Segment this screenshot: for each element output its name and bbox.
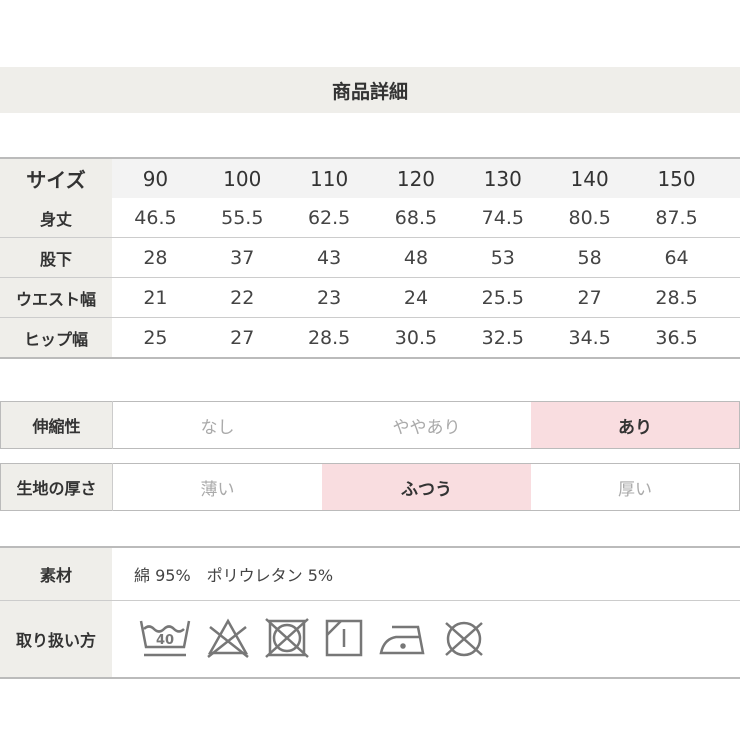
wash-temp: 40 bbox=[156, 633, 174, 648]
thickness-table: 生地の厚さ 薄い ふつう 厚い bbox=[0, 463, 740, 511]
size-cell: 23 bbox=[285, 277, 373, 318]
no-tumble-dry-icon bbox=[265, 618, 309, 658]
care-label: 取り扱い方 bbox=[0, 600, 112, 678]
size-cell: 27 bbox=[230, 326, 255, 349]
thickness-option: 厚い bbox=[618, 479, 652, 500]
size-cell: 27 bbox=[546, 277, 634, 318]
size-cell: 120 bbox=[372, 158, 460, 198]
stretch-option: なし bbox=[200, 417, 235, 438]
size-cell: 74.5 bbox=[459, 198, 547, 238]
size-row: ウエスト幅 21 22 23 24 25.5 27 28.5 bbox=[0, 277, 740, 318]
spacer bbox=[720, 318, 740, 359]
size-cell: 62.5 bbox=[285, 198, 373, 238]
size-cell: 110 bbox=[285, 158, 373, 198]
wash-40-icon: 40 bbox=[139, 620, 191, 657]
size-cell: 87.5 bbox=[633, 198, 720, 238]
stretch-option: ややあり bbox=[392, 417, 461, 438]
size-table: サイズ 90 100 110 120 130 140 150 身丈 46.5 55.… bbox=[0, 157, 740, 359]
row-label: ヒップ幅 bbox=[0, 317, 112, 358]
material-value: 綿 95% ポリウレタン 5% bbox=[112, 547, 740, 601]
care-icons: 40 bbox=[112, 617, 740, 661]
size-cell: 58 bbox=[546, 237, 634, 278]
thickness-option-selected: ふつう bbox=[322, 463, 531, 511]
spacer bbox=[720, 158, 740, 198]
stretch-label: 伸縮性 bbox=[0, 401, 113, 449]
size-cell: 36.5 bbox=[655, 326, 698, 349]
iron-low-icon bbox=[379, 625, 425, 655]
size-row: ヒップ幅 25 27 28.5 30.5 32.5 34.5 36.5 bbox=[0, 317, 740, 359]
thickness-option: 薄い bbox=[200, 479, 235, 500]
size-cell: 24 bbox=[372, 277, 460, 318]
size-cell: 28 bbox=[112, 237, 199, 278]
no-dry-clean-icon bbox=[445, 621, 483, 657]
row-label: ウエスト幅 bbox=[0, 277, 112, 318]
no-bleach-icon bbox=[207, 618, 249, 658]
size-cell: 43 bbox=[285, 237, 373, 278]
size-header-row: サイズ 90 100 110 120 130 140 150 bbox=[0, 158, 740, 198]
size-cell: 130 bbox=[459, 158, 547, 198]
size-cell: 46.5 bbox=[112, 198, 199, 238]
size-cell: 25 bbox=[143, 326, 168, 349]
size-cell: 90 bbox=[112, 158, 199, 198]
size-cell: 34.5 bbox=[568, 326, 611, 349]
size-cell: 68.5 bbox=[372, 198, 460, 238]
size-cell: 28.5 bbox=[633, 277, 720, 318]
size-cell: 21 bbox=[112, 277, 199, 318]
size-row: 身丈 46.5 55.5 62.5 68.5 74.5 80.5 87.5 bbox=[0, 198, 740, 238]
size-cell: 140 bbox=[546, 158, 634, 198]
size-cell: 80.5 bbox=[546, 198, 634, 238]
size-cell: 25.5 bbox=[459, 277, 547, 318]
size-cell: 55.5 bbox=[198, 198, 286, 238]
material-care-table: 素材 綿 95% ポリウレタン 5% 取り扱い方 40 bbox=[0, 546, 740, 679]
size-cell: 100 bbox=[198, 158, 286, 198]
size-cell: 37 bbox=[198, 237, 286, 278]
spacer bbox=[720, 237, 740, 278]
stretch-option-selected: あり bbox=[531, 401, 740, 449]
size-row: 股下 28 37 43 48 53 58 64 bbox=[0, 237, 740, 278]
size-cell: 48 bbox=[372, 237, 460, 278]
stretch-table: 伸縮性 なし ややあり あり bbox=[0, 401, 740, 449]
row-label: 身丈 bbox=[0, 198, 112, 238]
size-cell: 30.5 bbox=[394, 326, 438, 349]
size-cell: 64 bbox=[633, 237, 720, 278]
row-label: 股下 bbox=[0, 237, 112, 278]
size-cell: 53 bbox=[459, 237, 547, 278]
size-cell: 32.5 bbox=[481, 326, 524, 349]
drip-dry-shade-icon bbox=[325, 619, 363, 657]
spacer bbox=[720, 198, 740, 238]
page-title: 商品詳細 bbox=[0, 67, 740, 113]
spacer bbox=[720, 277, 740, 318]
size-cell: 22 bbox=[198, 277, 286, 318]
thickness-label: 生地の厚さ bbox=[0, 463, 113, 511]
size-cell: 28.5 bbox=[307, 326, 351, 349]
row-label: サイズ bbox=[0, 158, 112, 198]
size-cell: 150 bbox=[633, 158, 720, 198]
material-label: 素材 bbox=[0, 547, 112, 601]
